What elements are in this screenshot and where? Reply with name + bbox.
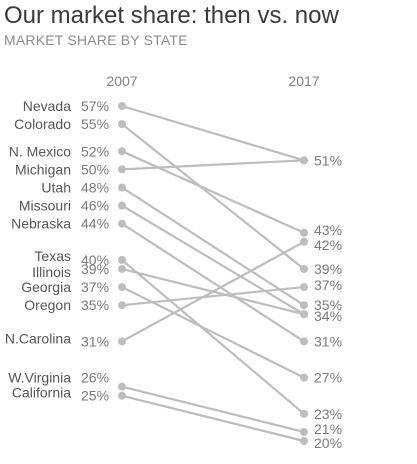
chart-subtitle: MARKET SHARE BY STATE [4, 32, 188, 48]
state-label-nebraska: Nebraska [11, 216, 71, 232]
end-value-n-carolina: 42% [314, 237, 342, 253]
series-lines [121, 104, 305, 443]
end-value-colorado: 39% [314, 261, 342, 277]
start-value-nevada: 57% [81, 98, 109, 114]
state-label-texas: Texas [34, 248, 71, 264]
point-2017-california [300, 437, 308, 445]
series-line-n-carolina [121, 240, 305, 343]
state-label-w-virginia: W.Virginia [8, 370, 71, 386]
point-2017-oregon [300, 283, 308, 292]
point-2007-nebraska [118, 219, 126, 228]
point-2007-n-mexico [118, 147, 126, 156]
point-2017-nebraska [300, 337, 308, 346]
point-2017-texas [300, 409, 308, 418]
start-value-oregon: 35% [81, 297, 109, 313]
start-value-missouri: 46% [81, 198, 109, 214]
state-label-nevada: Nevada [23, 98, 71, 114]
point-2007-w-virginia [118, 382, 126, 391]
start-value-w-virginia: 26% [81, 370, 109, 386]
start-value-texas: 40% [81, 252, 109, 268]
end-value-california: 20% [314, 435, 342, 451]
state-label-utah: Utah [41, 179, 71, 195]
column-header-2007: 2007 [106, 73, 137, 89]
series-line-nebraska [121, 222, 305, 343]
series-line-w-virginia [121, 385, 305, 434]
point-2007-california [118, 391, 126, 400]
end-value-nebraska: 31% [314, 333, 342, 349]
start-value-colorado: 55% [81, 116, 109, 132]
state-label-n-mexico: N. Mexico [9, 143, 71, 159]
series-line-texas [121, 259, 305, 415]
end-value-nevada: 51% [314, 152, 342, 168]
point-2007-georgia [118, 283, 126, 292]
end-value-oregon: 37% [314, 277, 342, 293]
start-value-california: 25% [81, 388, 109, 404]
series-line-oregon [121, 285, 305, 307]
data-labels: Nevada 57% 51% Colorado 55% 39% N. Mexico 52% 43… [5, 98, 342, 451]
point-2007-oregon [118, 301, 126, 310]
point-2007-texas [118, 255, 126, 264]
point-2017-w-virginia [300, 427, 308, 436]
point-2017-colorado [300, 264, 308, 273]
point-2017-illinois [300, 310, 308, 319]
series-line-michigan [121, 159, 305, 171]
start-value-illinois: 39% [81, 261, 109, 277]
point-2007-missouri [118, 201, 126, 210]
point-2017-n-carolina [300, 237, 308, 246]
start-value-nebraska: 44% [81, 216, 109, 232]
point-2017-georgia [300, 373, 308, 382]
point-2007-utah [118, 183, 126, 192]
point-2017-michigan [300, 156, 308, 165]
end-value-n-mexico: 43% [314, 222, 342, 238]
end-value-missouri: 34% [314, 308, 342, 324]
data-points [118, 102, 308, 445]
point-2017-utah [300, 301, 308, 310]
column-headers: 2007 2017 [106, 73, 319, 89]
series-line-colorado [121, 123, 305, 270]
start-value-utah: 48% [81, 179, 109, 195]
state-label-california: California [12, 385, 71, 401]
series-line-california [121, 394, 305, 443]
point-2007-illinois [118, 264, 126, 273]
state-label-n-carolina: N.Carolina [5, 330, 71, 346]
point-2007-nevada [118, 102, 126, 110]
end-value-texas: 23% [314, 406, 342, 422]
state-label-michigan: Michigan [15, 161, 71, 177]
point-2007-n-carolina [118, 337, 126, 346]
start-value-georgia: 37% [81, 279, 109, 295]
series-line-missouri [121, 204, 305, 316]
chart-title: Our market share: then vs. now [4, 2, 339, 29]
point-2017-n-mexico [300, 228, 308, 237]
series-line-utah [121, 186, 305, 307]
state-label-georgia: Georgia [21, 279, 71, 295]
state-label-oregon: Oregon [24, 297, 71, 313]
state-label-missouri: Missouri [19, 198, 71, 214]
end-value-georgia: 27% [314, 370, 342, 386]
start-value-n-carolina: 31% [81, 333, 109, 349]
state-label-illinois: Illinois [32, 264, 71, 280]
point-2007-colorado [118, 120, 126, 129]
end-value-utah: 35% [314, 297, 342, 313]
start-value-n-mexico: 52% [81, 143, 109, 159]
start-value-michigan: 50% [81, 161, 109, 177]
series-line-georgia [121, 286, 305, 379]
column-header-2017: 2017 [288, 73, 319, 89]
series-line-nevada [121, 104, 305, 162]
state-label-colorado: Colorado [14, 116, 71, 132]
series-line-n-mexico [121, 150, 305, 234]
end-value-w-virginia: 21% [314, 421, 342, 437]
point-2007-michigan [118, 165, 126, 174]
